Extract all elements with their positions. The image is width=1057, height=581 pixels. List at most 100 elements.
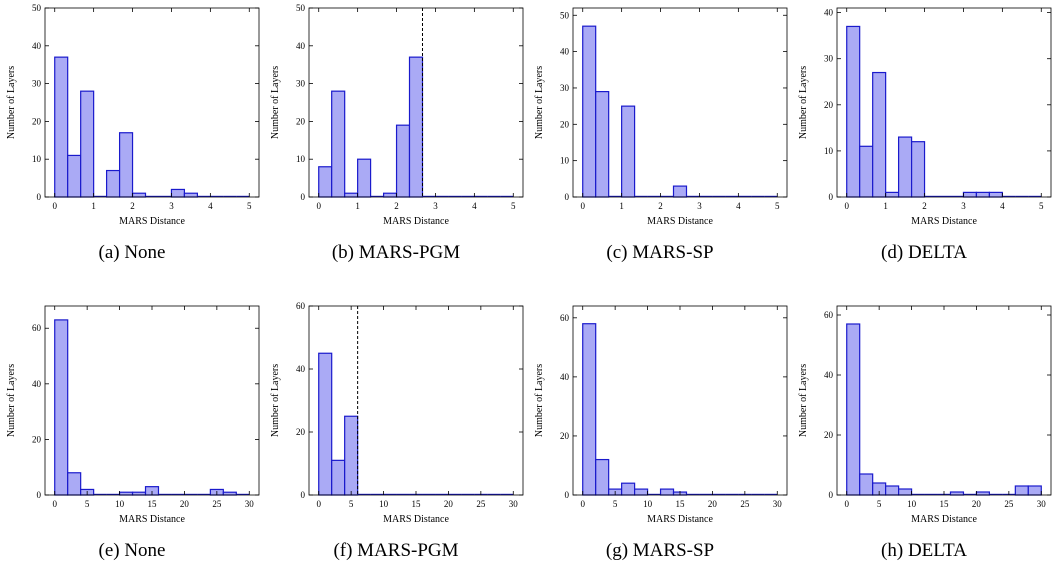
y-tick-label: 30	[824, 54, 834, 64]
histogram-bar	[318, 352, 333, 496]
x-tick-label: 25	[740, 499, 750, 509]
histogram-bar	[621, 482, 636, 496]
x-tick-label: 20	[444, 499, 454, 509]
histogram-bar	[859, 145, 874, 198]
histogram-bar	[331, 459, 346, 496]
histogram-chart-d: 0 1 2 3 4 5 0 10 20 30 40 MARS Distance Number of La…	[798, 7, 1052, 227]
y-tick-label: 40	[560, 372, 570, 382]
y-tick-label: 60	[296, 301, 306, 311]
histogram-bar	[975, 191, 991, 198]
x-tick-label: 5	[877, 499, 882, 509]
x-axis-label: MARS Distance	[119, 514, 185, 525]
plot-frame	[836, 305, 1052, 496]
y-axis: 0 20 40 60	[560, 313, 787, 500]
caption-a: (a) None	[98, 242, 166, 263]
y-axis: 0 10 20 30 40 50	[560, 10, 787, 202]
bars	[582, 25, 778, 198]
x-tick-label: 2	[658, 201, 663, 211]
y-tick-label: 50	[296, 3, 306, 13]
y-axis: 0 20 40 60	[296, 301, 523, 500]
y-tick-label: 20	[32, 116, 42, 126]
y-tick-label: 50	[32, 3, 42, 13]
histogram-bar	[897, 136, 913, 198]
caption-d: (d) DELTA	[881, 242, 967, 263]
caption-f: (f) MARS-PGM	[333, 540, 459, 561]
y-tick-label: 40	[824, 8, 834, 18]
histogram-bar	[582, 25, 597, 198]
histogram-bar	[859, 473, 874, 496]
y-axis: 0 20 40 60	[824, 310, 1051, 500]
x-tick-label: 30	[509, 499, 518, 509]
x-tick-label: 4	[736, 201, 741, 211]
histogram-bar	[67, 472, 82, 496]
plot-frame	[836, 7, 1052, 198]
panel-f: 0 5 10 15 20 25 30 0 20 40 60 MARS Distance Number o…	[264, 298, 528, 581]
x-tick-label: 10	[379, 499, 389, 509]
bars	[846, 25, 1042, 198]
y-tick-label: 0	[829, 192, 834, 202]
histogram-bar	[988, 191, 1003, 198]
histogram-bar	[672, 185, 688, 198]
panel-g: 0 5 10 15 20 25 30 0 20 40 60 MARS Distance Number o…	[528, 298, 792, 581]
histogram-bar	[131, 491, 147, 496]
y-tick-label: 20	[560, 431, 570, 441]
bars	[54, 319, 250, 496]
x-tick-label: 30	[245, 499, 255, 509]
histogram-bar	[634, 488, 649, 496]
x-axis: 0 5 10 15 20 25 30	[52, 306, 254, 509]
x-tick-label: 0	[316, 201, 321, 211]
histogram-bar	[872, 71, 887, 198]
y-axis: 0 20 40 60	[32, 323, 259, 500]
histogram-bar	[885, 485, 900, 496]
y-axis-label: Number of Layers	[6, 66, 17, 139]
x-tick-label: 1	[619, 201, 624, 211]
x-tick-label: 20	[972, 499, 982, 509]
x-axis: 0 1 2 3 4 5	[52, 8, 252, 211]
y-tick-label: 0	[37, 192, 42, 202]
x-tick-label: 25	[212, 499, 222, 509]
x-tick-label: 20	[180, 499, 190, 509]
y-tick-label: 0	[565, 192, 570, 202]
y-tick-label: 20	[296, 427, 306, 437]
histogram-bar	[975, 491, 990, 496]
x-tick-label: 3	[697, 201, 702, 211]
caption-h: (h) DELTA	[881, 540, 967, 561]
panel-c: 0 1 2 3 4 5 0 10 20 30 40 50 MARS Distance Number of …	[528, 0, 792, 283]
x-axis-label: MARS Distance	[647, 216, 713, 227]
y-axis-label: Number of Layers	[798, 364, 809, 437]
x-tick-label: 10	[643, 499, 653, 509]
y-tick-label: 20	[560, 119, 570, 129]
y-tick-label: 20	[296, 116, 306, 126]
bars	[318, 56, 514, 198]
histogram-bar	[80, 90, 95, 198]
histogram-bar	[222, 491, 237, 496]
y-tick-label: 40	[560, 47, 570, 57]
histogram-bar	[962, 191, 978, 198]
x-tick-label: 5	[1039, 201, 1044, 211]
y-axis-label: Number of Layers	[6, 364, 17, 437]
x-tick-label: 5	[247, 201, 252, 211]
y-tick-label: 40	[296, 364, 306, 374]
histogram-bar	[595, 458, 610, 496]
x-axis: 0 1 2 3 4 5	[580, 8, 780, 211]
histogram-bar	[1014, 485, 1029, 496]
x-tick-label: 5	[775, 201, 780, 211]
y-tick-label: 20	[32, 434, 42, 444]
histogram-bar	[395, 124, 411, 198]
x-tick-label: 10	[115, 499, 125, 509]
panel-e: 0 5 10 15 20 25 30 0 20 40 60 MARS Distance Number o…	[0, 298, 264, 581]
bars	[318, 352, 514, 496]
x-tick-label: 15	[412, 499, 422, 509]
y-axis: 0 10 20 30 40	[824, 8, 1051, 202]
x-axis: 0 5 10 15 20 25 30	[316, 306, 518, 509]
histogram-chart-g: 0 5 10 15 20 25 30 0 20 40 60 MARS Distance Number o…	[534, 305, 788, 525]
y-tick-label: 30	[560, 83, 570, 93]
plot-frame	[44, 7, 260, 198]
histogram-bar	[118, 491, 134, 496]
x-tick-label: 0	[844, 201, 849, 211]
x-tick-label: 4	[472, 201, 477, 211]
x-axis-label: MARS Distance	[911, 514, 977, 525]
x-tick-label: 4	[1000, 201, 1005, 211]
histogram-bar	[331, 90, 346, 198]
